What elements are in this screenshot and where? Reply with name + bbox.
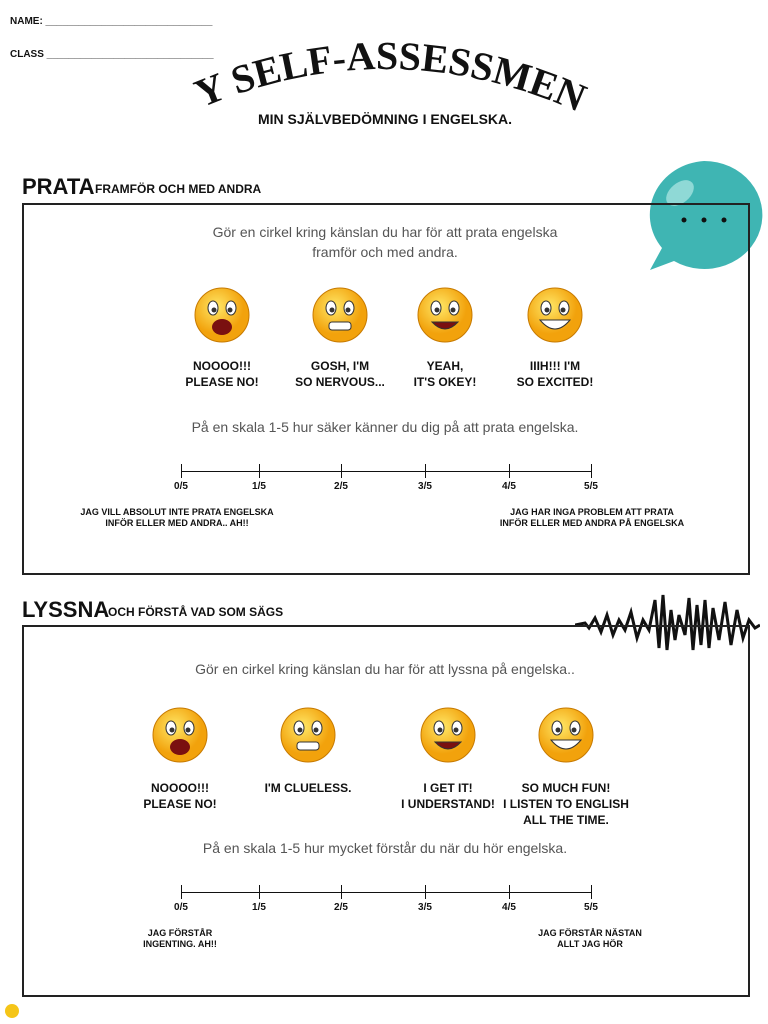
emotion-label: ALL THE TIME. [523,813,609,827]
emoji-icon [410,280,480,355]
scale-tick [259,885,260,899]
scale-tick-label: 5/5 [584,481,598,492]
scale-line [181,892,591,893]
scale-tick [181,464,182,478]
title-svg: MY SELF-ASSESSMENT [180,35,590,120]
emotion-label: PLEASE NO! [143,797,217,811]
scale-prompt: På en skala 1-5 hur mycket förstår du nä… [202,840,568,856]
scale-tick-label: 1/5 [252,481,266,492]
scale-tick-label: 4/5 [502,902,516,913]
scale-high-label: JAG FÖRSTÅR NÄSTAN [538,928,642,938]
scale-tick-label: 2/5 [334,481,348,492]
scale-low-label: JAG FÖRSTÅR [147,928,213,938]
scale-tick [181,885,182,899]
scale-high-label: ALLT JAG HÖR [557,939,623,949]
emoji [152,707,208,763]
emotion-label: IIIH!!! I'M [529,359,581,373]
scale-low-label: JAG VILL ABSOLUT INTE PRATA ENGELSKA [80,507,274,517]
emoji [538,707,594,763]
scale-tick [591,464,592,478]
scale-tick [341,464,342,478]
emoji-icon [305,280,375,355]
speech-bubble [649,160,763,270]
emoji-icon [520,280,590,355]
emoji [527,287,583,343]
emotion-label: YEAH, [426,359,464,373]
emotion-label: SO NERVOUS... [295,375,385,389]
scale-low-label: INFÖR ELLER MED ANDRA.. AH!! [105,518,249,528]
scale-low-label: INGENTING. AH!! [143,939,217,949]
emoji-icon [273,700,343,775]
emoji-icon [531,700,601,775]
class-label: CLASS [10,49,44,60]
emotion-label: NOOOO!!! [151,781,209,795]
emotion-label: I'M CLUELESS. [264,781,352,795]
emotion-label: PLEASE NO! [185,375,259,389]
emoji [194,287,250,343]
scale-tick-label: 3/5 [418,481,432,492]
scale-tick-label: 3/5 [418,902,432,913]
emoji-icon [187,280,257,355]
emotion-label: I GET IT! [423,781,473,795]
scale-high-label: INFÖR ELLER MED ANDRA PÅ ENGELSKA [499,518,685,528]
scale-tick [341,885,342,899]
scale-tick-label: 5/5 [584,902,598,913]
title: MY SELF-ASSESSMENT [180,35,590,120]
section-subheading: FRAMFÖR OCH MED ANDRA [95,182,262,196]
scale-tick [259,464,260,478]
emotion-label: SO EXCITED! [516,375,594,389]
emotion-label: IT'S OKEY! [413,375,477,389]
scale-line [181,471,591,472]
emotion-label: I LISTEN TO ENGLISH [503,797,629,811]
emoji [280,707,336,763]
instruction: framför och med andra. [312,244,458,260]
section-subheading: OCH FÖRSTÅ VAD SOM SÄGS [108,605,284,619]
emoji [420,707,476,763]
scale-tick [591,885,592,899]
scale-tick [509,885,510,899]
scale-tick [425,464,426,478]
scale-tick [509,464,510,478]
section-box [22,203,750,575]
footer-icon [5,1004,19,1018]
emoji-icon [145,700,215,775]
section-heading: PRATA [22,174,95,199]
scale-tick [425,885,426,899]
class-field: CLASS ______________________________ [10,49,214,60]
instruction: Gör en cirkel kring känslan du har för a… [195,661,575,677]
scale-high-label: JAG HAR INGA PROBLEM ATT PRATA [510,507,674,517]
emotion-label: NOOOO!!! [193,359,251,373]
scale-tick-label: 0/5 [174,481,188,492]
emoji [312,287,368,343]
section-heading: LYSSNA [22,597,110,622]
emotion-label: I UNDERSTAND! [401,797,495,811]
emoji-icon [413,700,483,775]
title-path: MY SELF-ASSESSMENT [180,35,590,120]
name-field: NAME: ______________________________ [10,16,213,27]
instruction: Gör en cirkel kring känslan du har för a… [212,224,558,240]
section-box [22,625,750,997]
name-label: NAME: [10,16,43,27]
emoji [417,287,473,343]
scale-tick-label: 1/5 [252,902,266,913]
emotion-label: GOSH, I'M [310,359,370,373]
scale-prompt: På en skala 1-5 hur säker känner du dig … [191,419,579,435]
scale-tick-label: 4/5 [502,481,516,492]
subtitle: MIN SJÄLVBEDÖMNING I ENGELSKA. [257,111,513,127]
scale-tick-label: 0/5 [174,902,188,913]
scale-tick-label: 2/5 [334,902,348,913]
emotion-label: SO MUCH FUN! [521,781,611,795]
